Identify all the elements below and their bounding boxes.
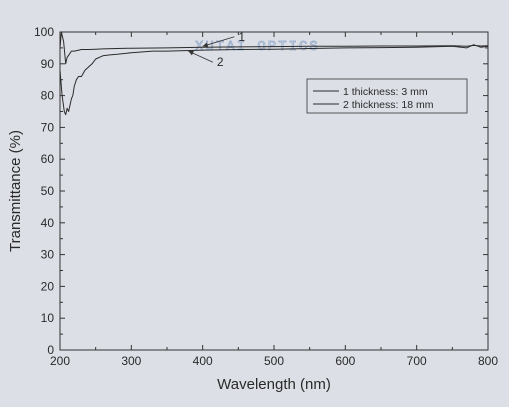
- y-axis-title: Transmittance (%): [7, 130, 24, 252]
- annotation-arrowhead-1: [202, 42, 209, 48]
- series-line-2: [59, 44, 489, 116]
- y-tick-label: 10: [41, 311, 55, 325]
- x-tick-label: 700: [407, 354, 427, 368]
- y-tick-label: 60: [41, 152, 55, 166]
- legend: 1 thickness: 3 mm 2 thickness: 18 mm: [306, 78, 468, 114]
- x-tick-label: 800: [478, 354, 498, 368]
- y-tick-label: 50: [41, 184, 55, 198]
- y-tick-label: 40: [41, 216, 55, 230]
- legend-box: [306, 78, 468, 114]
- y-tick-label: 30: [41, 248, 55, 262]
- y-tick-label: 20: [41, 279, 55, 293]
- y-tick-label: 70: [41, 120, 55, 134]
- annotation-arrowhead-2: [188, 50, 194, 56]
- legend-label-1: 1 thickness: 3 mm: [343, 86, 428, 98]
- y-tick-labels: 0 10 20 30 40 50 60 70 80 90 100: [34, 25, 54, 357]
- series-lines: [59, 31, 489, 116]
- x-tick-label: 400: [193, 354, 213, 368]
- y-tick-label: 0: [47, 343, 54, 357]
- legend-label-2: 2 thickness: 18 mm: [343, 99, 434, 111]
- y-tick-label: 90: [41, 57, 55, 71]
- plot-area: [59, 31, 489, 351]
- axis-ticks: [59, 31, 489, 351]
- y-tick-label: 100: [34, 25, 54, 39]
- x-tick-label: 200: [50, 354, 70, 368]
- series-annotations: 12: [188, 30, 245, 69]
- x-tick-labels: 200 300 400 500 600 700 800: [50, 354, 498, 368]
- x-axis-title: Wavelength (nm): [217, 376, 331, 393]
- annotation-label-1: 1: [238, 30, 245, 44]
- x-tick-label: 500: [264, 354, 284, 368]
- x-tick-label: 300: [121, 354, 141, 368]
- x-tick-label: 600: [335, 354, 355, 368]
- y-tick-label: 80: [41, 89, 55, 103]
- annotation-arrow-1: [202, 36, 235, 47]
- series-line-1: [59, 31, 489, 65]
- annotation-label-2: 2: [217, 55, 224, 69]
